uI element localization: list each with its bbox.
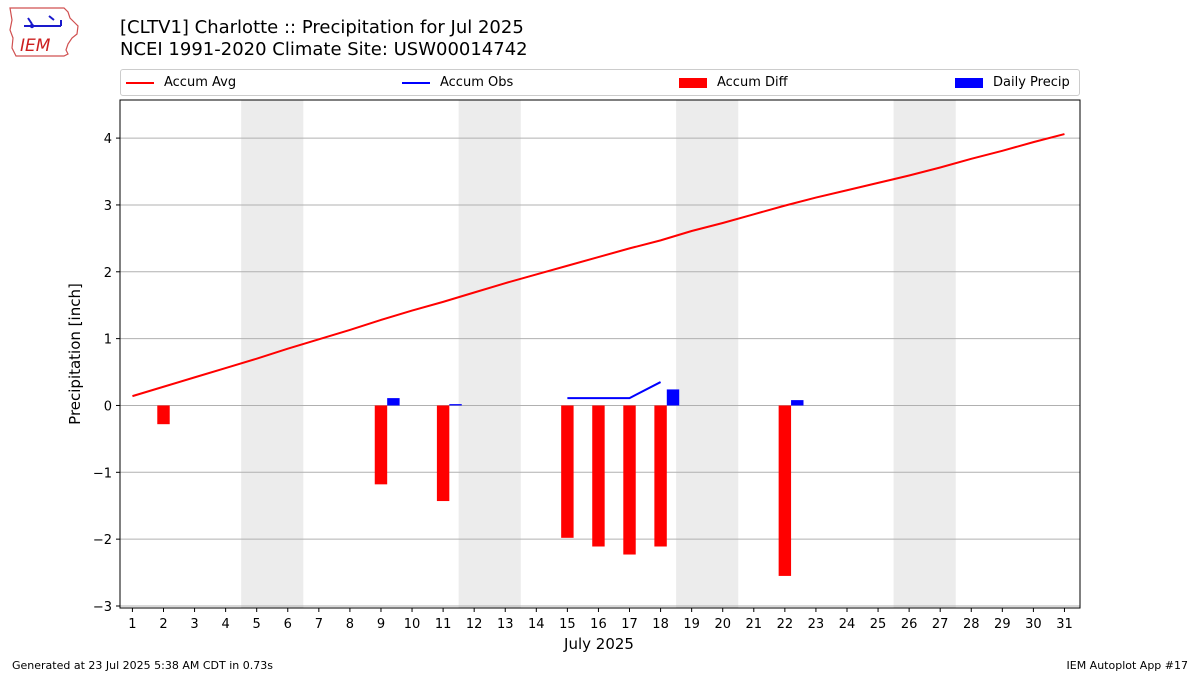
x-tick-label-15: 15	[559, 617, 576, 632]
x-tick-label-11: 11	[435, 617, 452, 632]
weekend-shade-2	[458, 100, 521, 608]
accum-diff-bar-day-18	[654, 405, 667, 547]
y-tick-label-4: 4	[104, 132, 112, 147]
x-tick-label-31: 31	[1056, 617, 1073, 632]
chart-title-line1: [CLTV1] Charlotte :: Precipitation for J…	[120, 17, 524, 38]
x-tick-label-30: 30	[1025, 617, 1042, 632]
x-tick-label-14: 14	[528, 617, 545, 632]
legend-swatch-accum-obs	[402, 81, 430, 84]
y-tick-label--1: −1	[93, 466, 112, 481]
x-tick-label-1: 1	[128, 617, 136, 632]
daily-precip-bar-day-11	[449, 404, 462, 406]
x-tick-label-8: 8	[346, 617, 354, 632]
station-dot	[29, 23, 35, 29]
x-tick-label-4: 4	[221, 617, 229, 632]
legend-label-daily-precip: Daily Precip	[993, 75, 1070, 90]
legend-item-daily-precip: Daily Precip	[955, 70, 1070, 95]
x-tick-label-5: 5	[253, 617, 261, 632]
x-tick-label-16: 16	[590, 617, 607, 632]
x-tick-label-23: 23	[808, 617, 825, 632]
x-tick-label-2: 2	[159, 617, 167, 632]
x-tick-label-19: 19	[683, 617, 700, 632]
y-tick-label--3: −3	[93, 600, 112, 615]
accum-obs-line	[567, 381, 662, 400]
axes-layer	[119, 99, 1081, 609]
daily-precip-bar-day-18	[666, 389, 680, 406]
x-tick-label-24: 24	[839, 617, 856, 632]
accum-diff-bar-day-9	[374, 405, 388, 485]
legend-swatch-accum-diff	[679, 77, 707, 88]
accum-diff-bar-day-11	[436, 405, 450, 502]
y-tick-label-0: 0	[104, 399, 112, 414]
x-tick-label-10: 10	[404, 617, 421, 632]
x-axis-label: July 2025	[563, 635, 634, 653]
legend: Accum Avg Accum Obs Accum Diff Daily Pre…	[120, 69, 1080, 96]
x-tick-label-20: 20	[714, 617, 731, 632]
x-tick-label-25: 25	[870, 617, 887, 632]
legend-label-accum-avg: Accum Avg	[164, 75, 237, 90]
chart-title: [CLTV1] Charlotte :: Precipitation for J…	[120, 17, 528, 61]
legend-swatch-accum-avg	[126, 81, 154, 84]
x-tick-label-3: 3	[190, 617, 198, 632]
accum-diff-bar-day-22	[778, 405, 792, 576]
y-axis-label: Precipitation [inch]	[66, 283, 84, 425]
x-tick-label-7: 7	[315, 617, 323, 632]
x-tick-label-6: 6	[284, 617, 292, 632]
legend-label-accum-obs: Accum Obs	[440, 75, 514, 90]
daily-precip-bar-day-22	[791, 400, 804, 406]
x-tick-label-27: 27	[932, 617, 949, 632]
weekend-shade-3	[676, 100, 739, 608]
legend-item-accum-avg: Accum Avg	[126, 70, 236, 95]
footer-app: IEM Autoplot App #17	[1066, 659, 1189, 672]
accum-diff-bar-day-16	[592, 405, 605, 547]
bars-layer	[157, 389, 804, 576]
accum-diff-bar-day-2	[157, 405, 170, 425]
x-tick-label-12: 12	[466, 617, 483, 632]
y-tick-label-2: 2	[104, 266, 112, 281]
y-tick-label--2: −2	[93, 533, 112, 548]
x-tick-label-13: 13	[497, 617, 514, 632]
y-tick-label-3: 3	[104, 199, 112, 214]
weekend-shade-4	[893, 100, 956, 608]
x-tick-label-17: 17	[621, 617, 638, 632]
x-tick-label-9: 9	[377, 617, 385, 632]
legend-item-accum-diff: Accum Diff	[679, 70, 788, 95]
x-tick-label-26: 26	[901, 617, 918, 632]
lines-layer	[132, 133, 1065, 400]
x-tick-label-29: 29	[994, 617, 1011, 632]
daily-precip-bar-day-9	[387, 398, 400, 406]
legend-item-accum-obs: Accum Obs	[402, 70, 513, 95]
chart-title-line2: NCEI 1991-2020 Climate Site: USW00014742	[120, 39, 528, 60]
footer-generated: Generated at 23 Jul 2025 5:38 AM CDT in …	[12, 659, 273, 672]
logo-text: IEM	[20, 36, 51, 56]
weather-station-icon	[24, 15, 62, 27]
x-tick-label-28: 28	[963, 617, 980, 632]
accum-diff-bar-day-15	[561, 405, 574, 538]
legend-label-accum-diff: Accum Diff	[717, 75, 788, 90]
x-tick-label-22: 22	[777, 617, 794, 632]
plot-frame	[119, 99, 1081, 609]
iem-logo: IEM	[9, 7, 79, 57]
y-tick-label-1: 1	[104, 333, 112, 348]
accum-diff-bar-day-17	[623, 405, 636, 555]
x-tick-label-18: 18	[652, 617, 669, 632]
x-tick-label-21: 21	[746, 617, 763, 632]
ticks-layer: 1 2 3 4 5 6 7 8 9 10 11 12 13 14 15 16 17 18 19 20 21 22 23 24 2…	[93, 132, 1073, 632]
accum-avg-line	[132, 133, 1065, 398]
legend-swatch-daily-precip	[955, 77, 983, 88]
